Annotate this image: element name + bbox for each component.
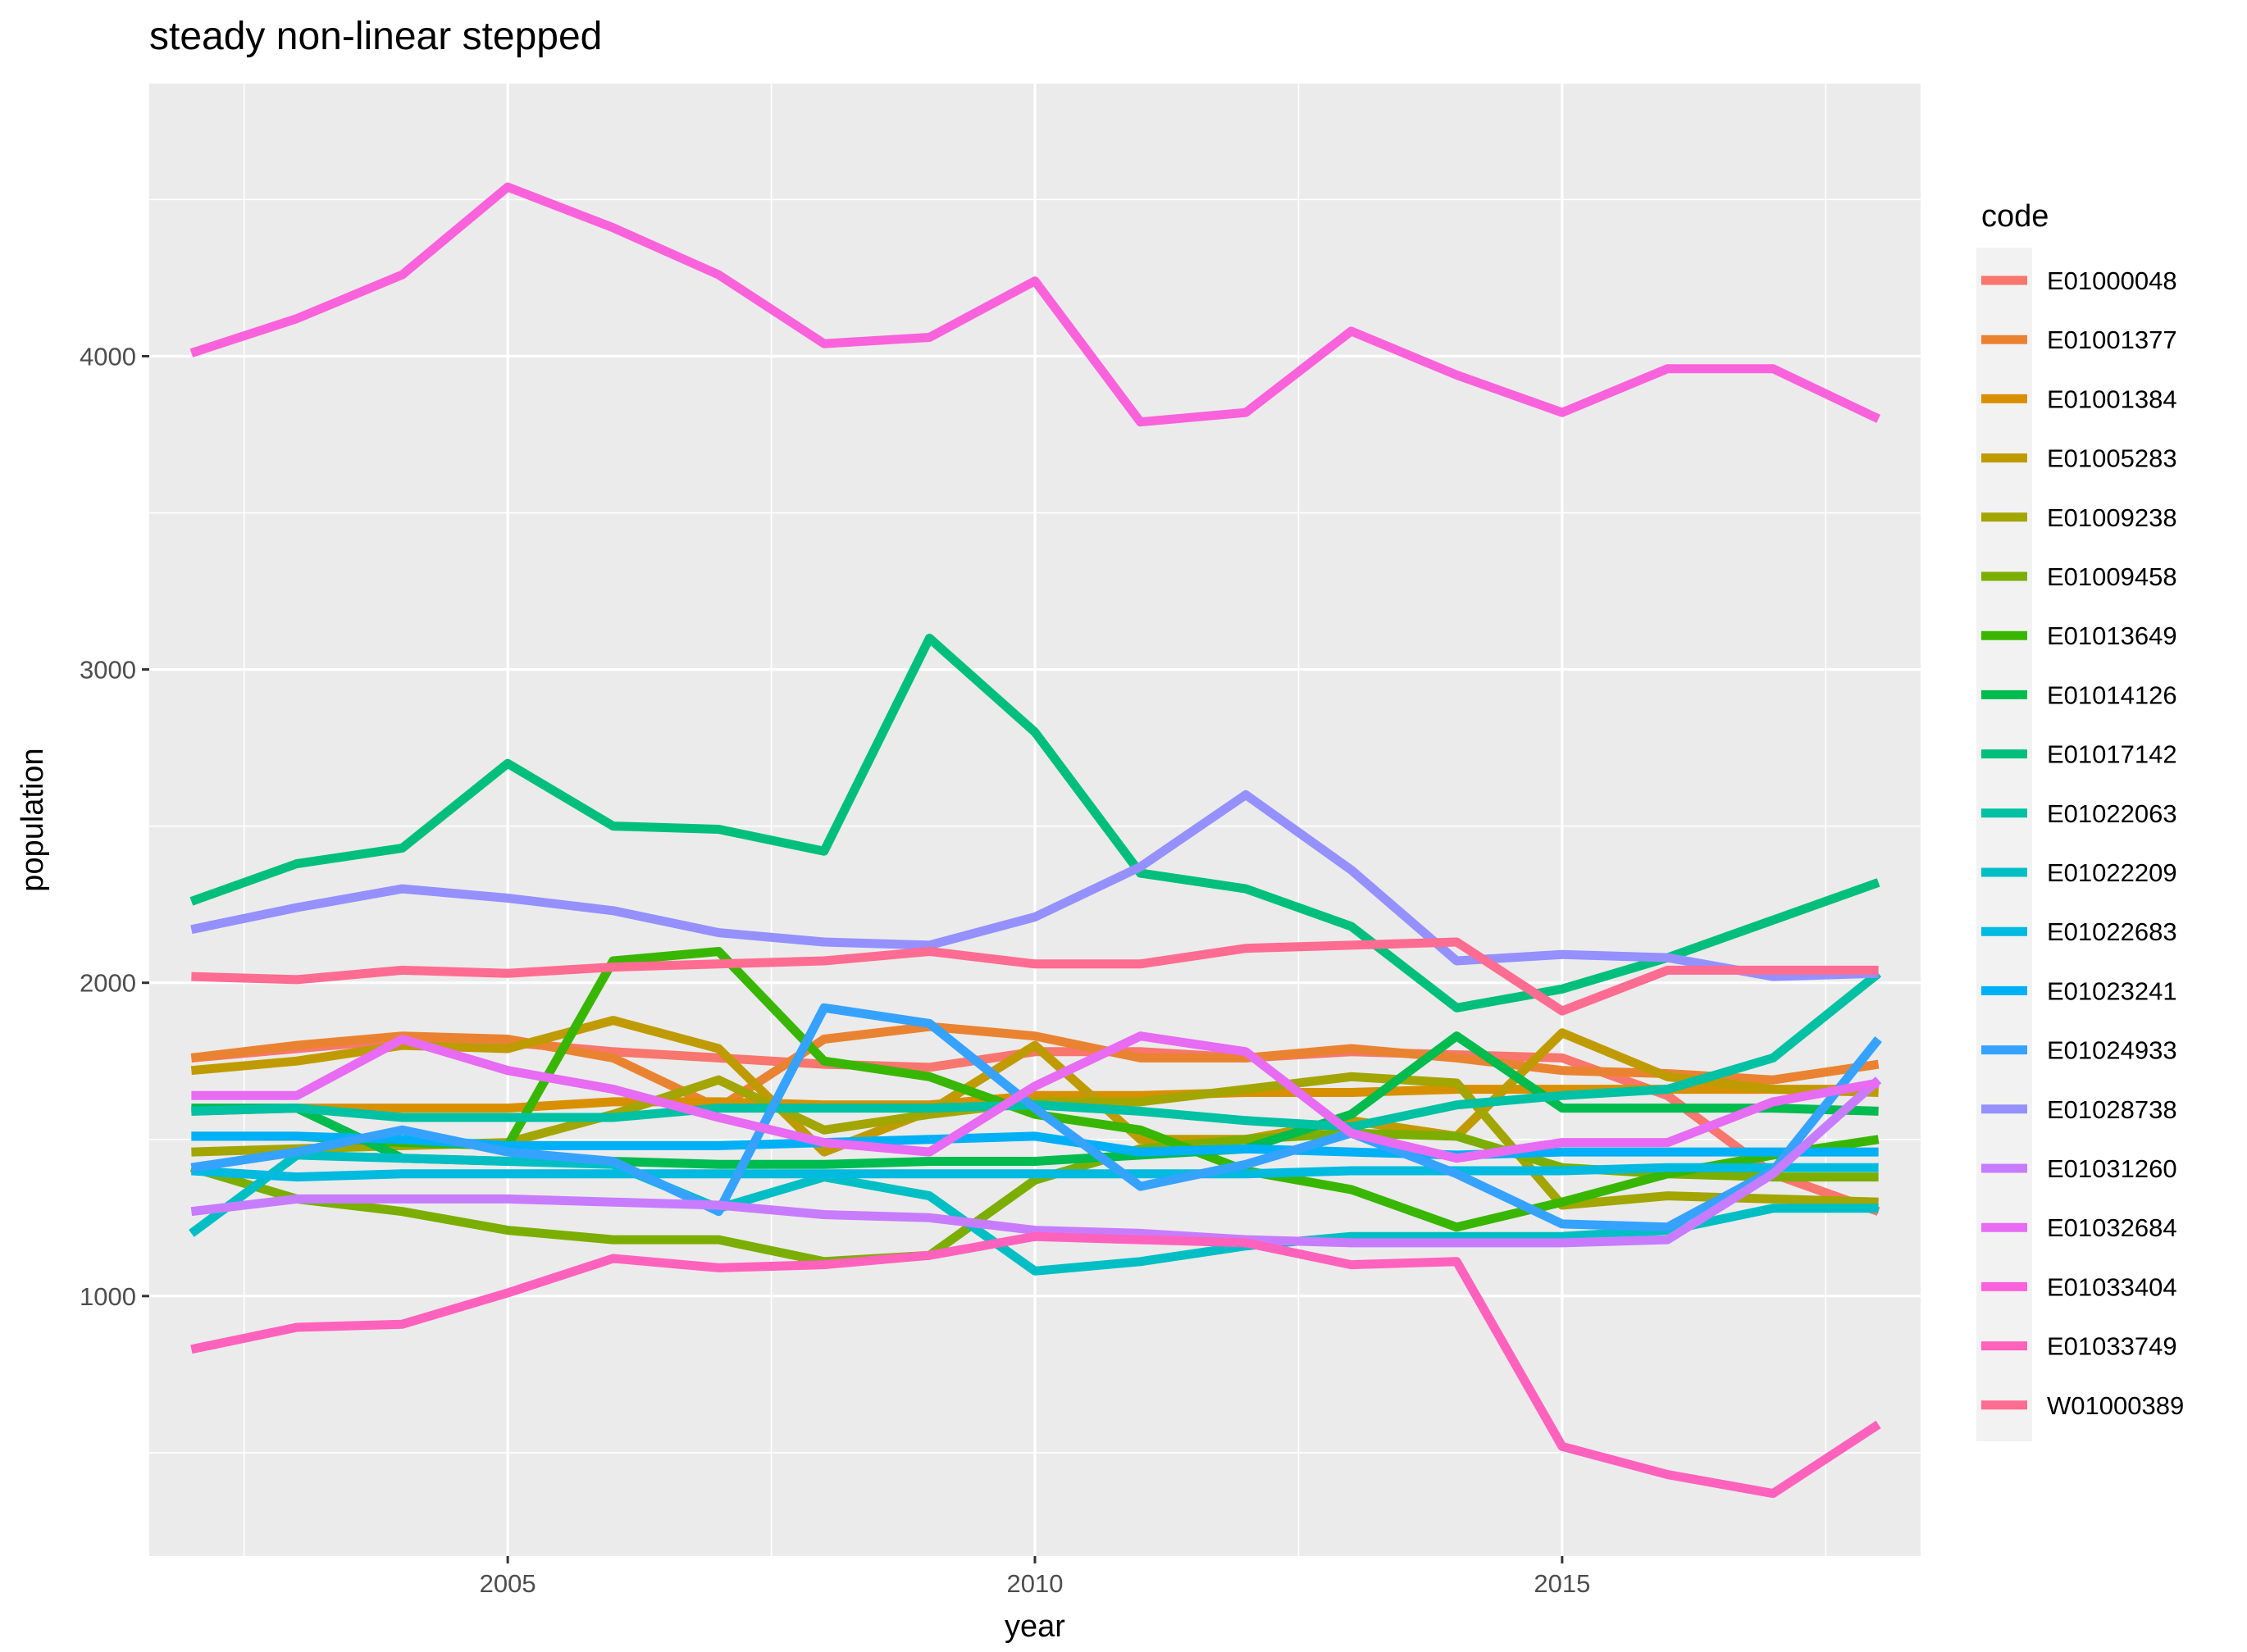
legend-label-E01023241: E01023241	[2047, 976, 2177, 1005]
legend-label-E01001384: E01001384	[2047, 385, 2177, 413]
legend-title: code	[1981, 199, 2049, 234]
series-line-E01033404	[189, 182, 1880, 427]
legend-label-E01022063: E01022063	[2047, 799, 2177, 828]
legend-label-E01028738: E01028738	[2047, 1095, 2177, 1124]
chart-title: steady non-linear stepped	[149, 15, 602, 58]
legend-label-W01000389: W01000389	[2047, 1391, 2184, 1420]
y-tick-label: 3000	[80, 656, 136, 685]
x-tick-label: 2015	[1534, 1569, 1590, 1598]
legend-label-E01009238: E01009238	[2047, 503, 2177, 532]
legend-label-E01022683: E01022683	[2047, 917, 2177, 946]
x-tick-label: 2010	[1007, 1569, 1064, 1598]
series-lines	[189, 182, 1882, 1499]
y-tick-label: 1000	[80, 1282, 136, 1311]
x-axis-title: year	[1005, 1609, 1065, 1644]
legend-label-E01001377: E01001377	[2047, 325, 2177, 354]
legend-label-E01013649: E01013649	[2047, 621, 2177, 650]
series-line-W01000389	[191, 937, 1879, 1016]
x-tick-label: 2005	[480, 1569, 536, 1598]
legend-label-E01000048: E01000048	[2047, 266, 2177, 295]
series-line-E01024933	[190, 1003, 1882, 1232]
legend-label-E01022209: E01022209	[2047, 858, 2177, 887]
legend-label-E01014126: E01014126	[2047, 680, 2177, 709]
legend-label-E01031260: E01031260	[2047, 1154, 2177, 1183]
legend-label-E01017142: E01017142	[2047, 740, 2177, 769]
series-line-E01022683	[191, 1163, 1879, 1182]
series-line-E01022209	[189, 1150, 1879, 1276]
series-line-E01033749	[190, 1231, 1881, 1499]
legend-label-E01009458: E01009458	[2047, 562, 2177, 591]
legend-label-E01005283: E01005283	[2047, 444, 2177, 473]
series-line-E01028738	[190, 790, 1879, 981]
y-axis-title: population	[16, 748, 50, 891]
series-line-E01001377	[190, 1022, 1880, 1113]
y-axis: 1000 2000 3000 4000	[80, 342, 149, 1311]
series-line-E01005283	[190, 1016, 1879, 1157]
x-axis: 2005 2010 2015	[480, 1556, 1590, 1598]
legend-items: E01000048 E01001377 E01001384 E01005283 E010…	[1976, 248, 2184, 1441]
legend: code E01000048 E01001377 E01001384 E0100528…	[1976, 199, 2184, 1441]
series-line-E01032684	[191, 1031, 1880, 1163]
legend-label-E01033404: E01033404	[2047, 1272, 2177, 1301]
legend-label-E01024933: E01024933	[2047, 1036, 2177, 1065]
y-tick-label: 4000	[80, 342, 136, 371]
series-line-E01031260	[190, 1076, 1882, 1248]
legend-key-background	[1976, 248, 2032, 1441]
series-line-E01017142	[189, 633, 1880, 1013]
y-tick-label: 2000	[80, 969, 136, 998]
legend-label-E01033749: E01033749	[2047, 1332, 2177, 1361]
legend-label-E01032684: E01032684	[2047, 1213, 2177, 1242]
